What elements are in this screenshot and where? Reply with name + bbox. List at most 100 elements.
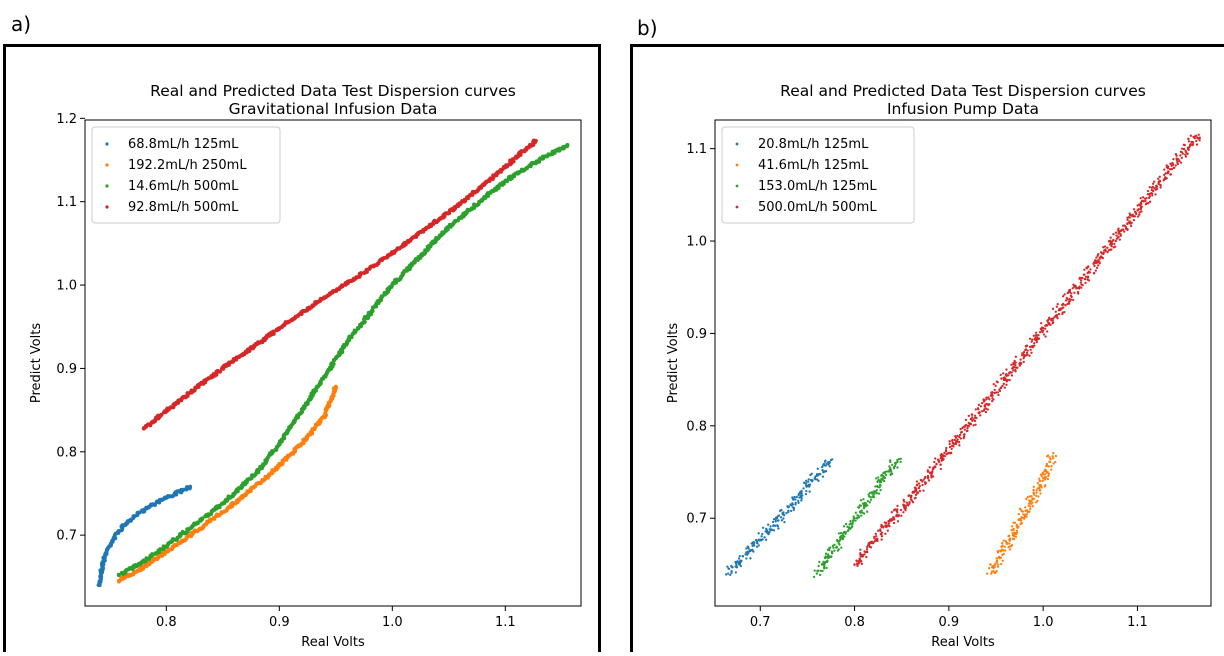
data-point bbox=[877, 492, 881, 495]
data-point bbox=[780, 508, 783, 512]
data-point bbox=[931, 470, 934, 473]
data-point bbox=[745, 557, 748, 560]
data-point bbox=[833, 549, 836, 552]
data-point bbox=[876, 480, 879, 484]
data-point bbox=[977, 403, 981, 406]
x-tick-label: 0.8 bbox=[844, 615, 865, 630]
data-point bbox=[1064, 299, 1068, 302]
data-point bbox=[764, 538, 768, 541]
data-point bbox=[837, 532, 841, 535]
data-point bbox=[992, 566, 995, 570]
data-series bbox=[116, 143, 570, 578]
data-point bbox=[782, 517, 785, 520]
y-tick-label: 0.9 bbox=[686, 327, 707, 342]
legend-entry: 153.0mL/h 125mL bbox=[758, 179, 877, 194]
data-point bbox=[807, 480, 810, 483]
data-point bbox=[1072, 283, 1075, 286]
data-point bbox=[863, 553, 866, 556]
x-tick-label: 1.1 bbox=[1127, 615, 1148, 630]
data-point bbox=[1099, 251, 1103, 254]
data-point bbox=[992, 564, 995, 567]
data-point bbox=[818, 560, 821, 564]
data-point bbox=[817, 564, 820, 568]
data-point bbox=[1071, 287, 1074, 290]
data-point bbox=[783, 520, 786, 524]
data-point bbox=[899, 457, 902, 460]
data-point bbox=[854, 519, 857, 522]
data-point bbox=[1049, 460, 1052, 464]
data-point bbox=[1000, 562, 1003, 566]
data-point bbox=[835, 546, 838, 549]
data-point bbox=[757, 532, 760, 535]
data-point bbox=[1096, 259, 1099, 262]
data-point bbox=[894, 462, 897, 466]
chart-title: Real and Predicted Data Test Dispersion … bbox=[780, 82, 1146, 100]
data-point bbox=[863, 550, 866, 553]
data-point bbox=[1109, 241, 1112, 244]
data-point bbox=[1114, 239, 1118, 243]
data-point bbox=[986, 408, 989, 411]
data-point bbox=[940, 452, 943, 456]
data-point bbox=[966, 427, 969, 430]
data-point bbox=[1153, 187, 1156, 190]
data-point bbox=[1133, 210, 1137, 214]
data-point bbox=[874, 490, 877, 493]
data-point bbox=[1046, 471, 1049, 474]
data-point bbox=[824, 470, 828, 473]
data-point bbox=[974, 416, 977, 419]
data-point bbox=[1176, 158, 1179, 161]
data-point bbox=[726, 565, 729, 568]
data-point bbox=[1148, 192, 1151, 196]
data-point bbox=[1050, 465, 1053, 468]
data-point bbox=[880, 473, 883, 477]
data-point bbox=[1012, 529, 1015, 532]
data-point bbox=[803, 481, 806, 484]
legend-marker bbox=[735, 205, 739, 209]
legend-box bbox=[91, 126, 281, 224]
plot-area bbox=[84, 119, 582, 607]
data-point bbox=[1025, 351, 1029, 354]
data-point bbox=[999, 373, 1002, 377]
data-point bbox=[828, 465, 831, 468]
data-point bbox=[1170, 162, 1174, 165]
data-point bbox=[787, 505, 790, 509]
data-point bbox=[1178, 159, 1181, 163]
data-point bbox=[853, 517, 856, 520]
data-point bbox=[1031, 338, 1034, 341]
data-point bbox=[1015, 529, 1019, 532]
data-point bbox=[971, 419, 974, 422]
data-point bbox=[1144, 199, 1147, 203]
data-point bbox=[1029, 348, 1032, 351]
data-point bbox=[1176, 160, 1179, 164]
data-point bbox=[800, 497, 803, 500]
data-point bbox=[1107, 249, 1111, 252]
data-point bbox=[996, 565, 1000, 568]
data-point bbox=[922, 478, 925, 481]
data-point bbox=[1196, 136, 1199, 139]
legend-entry: 14.6mL/h 500mL bbox=[128, 179, 239, 194]
data-point bbox=[1003, 376, 1006, 379]
data-point bbox=[955, 439, 958, 443]
data-point bbox=[1057, 313, 1061, 316]
data-point bbox=[874, 532, 877, 536]
data-point bbox=[774, 524, 777, 527]
data-point bbox=[957, 441, 961, 444]
data-point bbox=[1000, 548, 1003, 551]
data-point bbox=[1102, 246, 1105, 249]
data-point bbox=[729, 573, 732, 577]
data-point bbox=[1061, 311, 1064, 314]
data-point bbox=[1040, 486, 1043, 489]
data-point bbox=[751, 544, 754, 548]
data-point bbox=[1132, 208, 1136, 211]
data-point bbox=[924, 475, 927, 478]
data-point bbox=[915, 484, 919, 487]
data-point bbox=[943, 451, 946, 454]
legend-marker bbox=[105, 142, 109, 146]
data-point bbox=[831, 552, 834, 555]
data-point bbox=[1001, 545, 1004, 548]
data-point bbox=[833, 543, 836, 547]
data-point bbox=[1008, 548, 1012, 551]
data-point bbox=[1179, 161, 1183, 164]
data-point bbox=[905, 501, 908, 504]
data-point bbox=[877, 476, 880, 479]
